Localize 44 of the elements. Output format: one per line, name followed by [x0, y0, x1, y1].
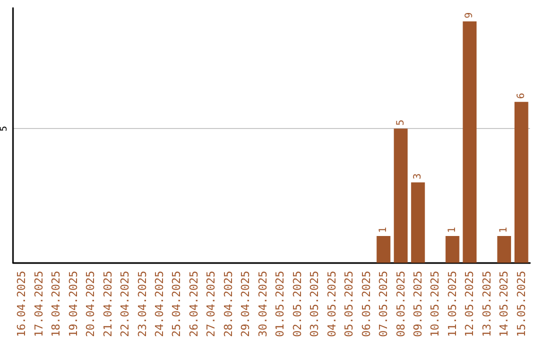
bar — [497, 236, 512, 263]
x-tick-label: 29.04.2025 — [239, 270, 252, 338]
x-tick-label: 19.04.2025 — [66, 270, 80, 338]
data-label: 9 — [464, 12, 476, 18]
x-tick-label: 22.04.2025 — [118, 270, 132, 338]
x-tick-label: 06.05.2025 — [360, 270, 373, 338]
x-tick-label: 26.04.2025 — [187, 270, 200, 338]
data-label: 6 — [516, 92, 527, 99]
data-label: 3 — [412, 173, 424, 180]
x-tick-label: 11.05.2025 — [446, 270, 459, 338]
x-tick-label: 10.05.2025 — [428, 270, 442, 338]
bar — [411, 182, 425, 263]
x-tick-label: 18.04.2025 — [50, 270, 63, 338]
bar — [394, 128, 408, 263]
bar — [462, 21, 477, 263]
data-label: 1 — [498, 226, 510, 233]
x-tick-label: 28.04.2025 — [222, 270, 235, 338]
x-tick-label: 27.04.2025 — [204, 270, 218, 338]
x-tick-label: 17.04.2025 — [32, 270, 46, 338]
x-tick-label: 16.04.2025 — [15, 270, 28, 338]
bar — [446, 236, 460, 263]
data-label: 1 — [446, 226, 458, 233]
x-tick-label: 12.05.2025 — [463, 270, 476, 338]
x-tick-label: 09.05.2025 — [411, 270, 424, 338]
x-tick-label: 03.05.2025 — [308, 270, 322, 338]
x-tick-label: 15.05.2025 — [514, 270, 528, 338]
x-tick-label: 20.04.2025 — [84, 270, 98, 338]
bar — [376, 236, 390, 263]
x-tick-label: 02.05.2025 — [290, 270, 304, 338]
x-tick-label: 07.05.2025 — [377, 270, 390, 338]
x-tick-label: 04.05.2025 — [325, 270, 338, 338]
x-tick-label: 08.05.2025 — [394, 270, 408, 338]
data-label: 5 — [395, 120, 406, 126]
x-tick-label: 30.04.2025 — [256, 270, 270, 338]
x-tick-label: 13.05.2025 — [480, 270, 494, 338]
x-tick-label: 21.04.2025 — [101, 270, 114, 338]
data-label: 1 — [378, 226, 390, 233]
x-tick-label: 25.04.2025 — [170, 270, 184, 338]
x-tick-label: 05.05.2025 — [342, 270, 356, 338]
x-tick-label: 01.05.2025 — [274, 270, 287, 338]
bar — [514, 102, 528, 263]
x-tick-label: 23.04.2025 — [136, 270, 149, 338]
x-tick-label: 24.04.2025 — [152, 270, 166, 338]
x-tick-label: 14.05.2025 — [498, 270, 511, 338]
